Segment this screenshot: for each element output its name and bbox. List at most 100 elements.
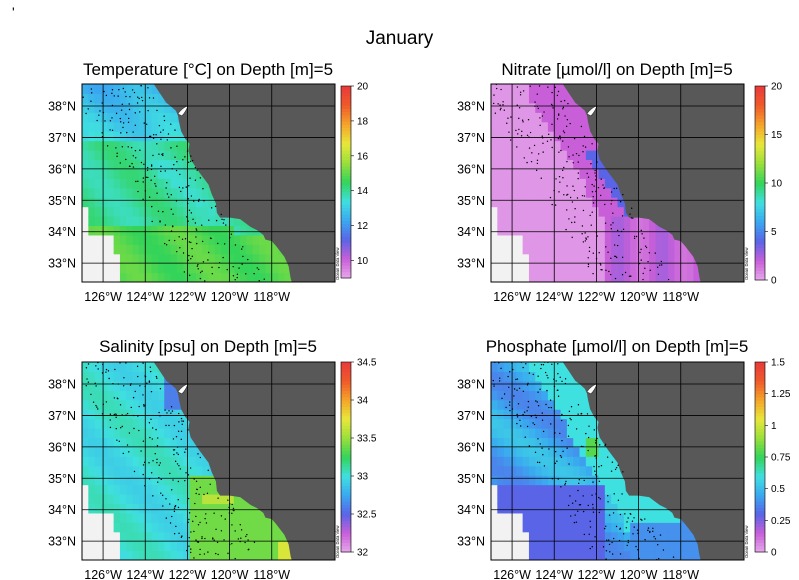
colorbar-tick-label: 1.25 xyxy=(771,389,791,400)
x-tick-label: 124°W xyxy=(535,568,573,580)
y-tick-label: 33°N xyxy=(48,535,76,549)
y-tick-label: 37°N xyxy=(48,131,76,145)
colorbar-tick-label: 0 xyxy=(771,276,777,287)
x-tick-label: 124°W xyxy=(126,568,164,580)
x-tick-label: 122°W xyxy=(578,290,616,304)
map-panel-temperature: Temperature [°C] on Depth [m]=5 126°W 124°… xyxy=(48,60,368,304)
map-panel-phosphate: Phosphate [µmol/l] on Depth [m]=5 126°W 12… xyxy=(457,337,791,580)
colorbar-tick-label: 0.25 xyxy=(771,516,791,527)
x-tick-label: 120°W xyxy=(620,568,658,580)
y-tick-label: 36°N xyxy=(457,440,485,454)
x-tick-label: 124°W xyxy=(535,290,573,304)
colorbar-tick-label: 15 xyxy=(771,130,783,141)
map-panel-salinity: Salinity [psu] on Depth [m]=5 126°W 124°W 1… xyxy=(48,337,377,580)
land-mass xyxy=(153,362,335,560)
panel-title: Salinity [psu] on Depth [m]=5 xyxy=(99,337,317,356)
grid-lines xyxy=(82,362,335,560)
station-dots xyxy=(82,84,265,282)
map-area xyxy=(491,362,744,560)
y-tick-label: 36°N xyxy=(48,162,76,176)
colorbar-tick-label: 14 xyxy=(357,186,369,197)
y-tick-label: 33°N xyxy=(457,257,485,271)
x-tick-label: 120°W xyxy=(620,290,658,304)
colorbar-tick-label: 0.5 xyxy=(771,484,785,495)
colorbar: 20 18 16 14 12 10 xyxy=(340,82,369,279)
grid-lines xyxy=(82,84,335,282)
y-tick-label: 34°N xyxy=(48,503,76,517)
colorbar: 20 15 10 5 0 xyxy=(754,82,783,287)
colorbar-tick-label: 0 xyxy=(771,548,777,559)
y-tick-label: 34°N xyxy=(48,225,76,239)
y-tick-label: 35°N xyxy=(457,194,485,208)
y-tick-label: 35°N xyxy=(48,194,76,208)
y-tick-label: 37°N xyxy=(457,131,485,145)
y-tick-label: 33°N xyxy=(457,535,485,549)
watermark-text: Ocean Data View xyxy=(744,525,749,558)
y-tick-label: 36°N xyxy=(457,162,485,176)
x-tick-label: 122°W xyxy=(169,290,207,304)
x-tick-label: 126°W xyxy=(84,568,122,580)
y-tick-label: 33°N xyxy=(48,257,76,271)
x-tick-label: 122°W xyxy=(169,568,207,580)
x-tick-label: 118°W xyxy=(662,290,699,304)
watermark-text: Ocean Data View xyxy=(335,525,340,558)
colorbar-tick-label: 1 xyxy=(771,421,777,432)
colorbar-tick-label: 34.5 xyxy=(357,358,377,369)
x-tick-label: 118°W xyxy=(253,290,290,304)
x-tick-label: 122°W xyxy=(578,568,616,580)
colorbar-tick-label: 33 xyxy=(357,472,369,483)
colorbar-tick-label: 32.5 xyxy=(357,510,377,521)
colorbar-tick-label: 32 xyxy=(357,548,369,559)
x-tick-label: 126°W xyxy=(493,290,531,304)
x-tick-label: 118°W xyxy=(253,568,290,580)
grid-lines xyxy=(491,84,744,282)
colorbar-tick-label: 1.5 xyxy=(771,358,785,369)
y-tick-label: 35°N xyxy=(457,472,485,486)
colorbar-frame xyxy=(340,361,352,553)
x-tick-label: 126°W xyxy=(493,568,531,580)
colorbar-tick-label: 12 xyxy=(357,221,369,232)
map-area xyxy=(82,84,335,282)
y-tick-label: 35°N xyxy=(48,472,76,486)
x-tick-label: 126°W xyxy=(84,290,122,304)
panel-title: Temperature [°C] on Depth [m]=5 xyxy=(83,60,333,79)
y-tick-label: 36°N xyxy=(48,440,76,454)
land-mass xyxy=(153,84,335,282)
colorbar-tick-label: 18 xyxy=(357,116,369,127)
map-frame xyxy=(490,83,745,283)
panel-title: Nitrate [µmol/l] on Depth [m]=5 xyxy=(501,60,732,79)
map-area xyxy=(491,84,744,282)
land-mass xyxy=(562,362,744,560)
land-mass xyxy=(562,84,744,282)
y-tick-label: 34°N xyxy=(457,225,485,239)
colorbar-tick-label: 10 xyxy=(771,179,783,190)
colorbar-tick-label: 34 xyxy=(357,396,369,407)
y-tick-label: 34°N xyxy=(457,503,485,517)
x-tick-label: 118°W xyxy=(662,568,699,580)
colorbar: 1.5 1.25 1 0.75 0.5 0.25 0 xyxy=(754,358,791,559)
x-tick-label: 120°W xyxy=(211,568,249,580)
panel-title: Phosphate [µmol/l] on Depth [m]=5 xyxy=(486,337,749,356)
figure-title: January xyxy=(365,28,434,49)
colorbar-tick-label: 33.5 xyxy=(357,434,377,445)
map-panel-nitrate: Nitrate [µmol/l] on Depth [m]=5 126°W 124°… xyxy=(457,60,782,304)
colorbar-frame xyxy=(340,85,352,279)
y-tick-label: 37°N xyxy=(457,409,485,423)
corner-mark: ' xyxy=(12,4,15,20)
colorbar-tick-label: 5 xyxy=(771,227,777,238)
grid-lines xyxy=(491,362,744,560)
y-tick-label: 38°N xyxy=(48,100,76,114)
x-tick-label: 120°W xyxy=(211,290,249,304)
y-tick-label: 38°N xyxy=(457,378,485,392)
colorbar: 34.5 34 33.5 33 32.5 32 xyxy=(340,358,377,559)
x-tick-label: 124°W xyxy=(126,290,164,304)
map-frame xyxy=(490,361,745,561)
colorbar-tick-label: 0.75 xyxy=(771,453,791,464)
colorbar-tick-label: 10 xyxy=(357,256,369,267)
y-tick-label: 38°N xyxy=(48,378,76,392)
colorbar-tick-label: 20 xyxy=(357,82,369,93)
colorbar-tick-label: 16 xyxy=(357,151,369,162)
watermark-text: Ocean Data View xyxy=(335,247,340,280)
y-tick-label: 38°N xyxy=(457,100,485,114)
